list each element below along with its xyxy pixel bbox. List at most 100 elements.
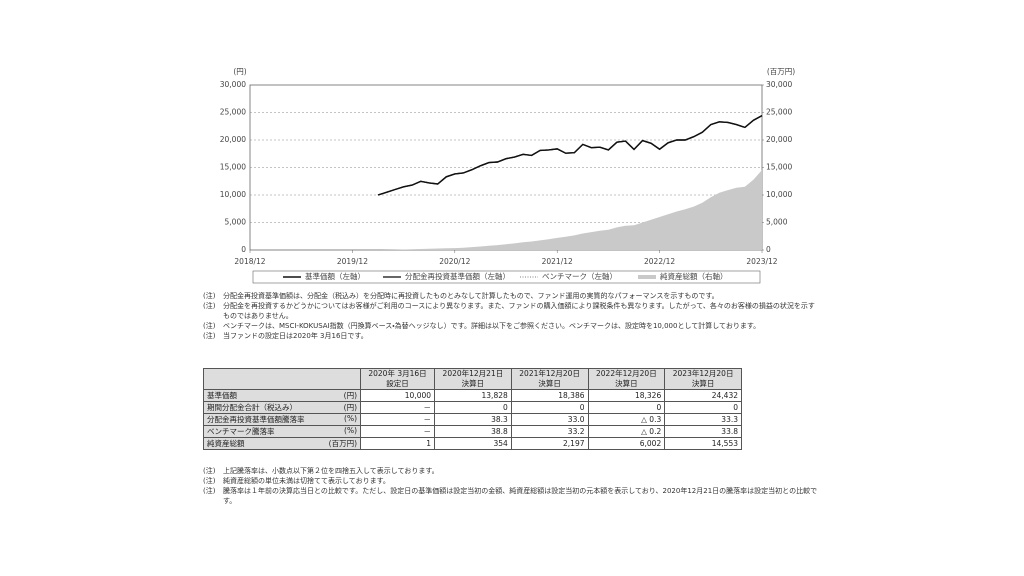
y-tick-label: 25,000 (220, 108, 246, 117)
y-tick-label: 20,000 (220, 135, 246, 144)
column-date: 2022年12月20日 (596, 369, 657, 378)
column-header: 2020年12月21日 決算日 (434, 368, 512, 390)
table-row: 純資産総額 (百万円) 1 354 2,197 6,002 14,553 (203, 437, 742, 450)
table-cell: 10,000 (359, 389, 436, 402)
table-cell: 33.0 (510, 413, 589, 426)
table-cell: 38.3 (434, 413, 512, 426)
note: (注) 分配金再投資基準価額は、分配金（税込み）を分配時に再投資したものとみなして… (203, 291, 821, 301)
table-cell: 2,197 (510, 437, 589, 450)
note: (注) 上記騰落率は、小数点以下第２位を四捨五入して表示しております。 (203, 466, 821, 476)
table-cell: 0 (587, 401, 666, 414)
row-unit: (%) (344, 414, 357, 423)
row-unit: (百万円) (328, 439, 357, 448)
column-kind: 設定日 (386, 379, 409, 388)
column-date: 2021年12月20日 (519, 369, 580, 378)
table-cell: △ 0.3 (587, 413, 666, 426)
legend-box (252, 270, 761, 284)
table-cell: 33.3 (664, 413, 742, 426)
y2-tick-label: 0 (766, 245, 771, 254)
table-row: 期間分配金合計（税込み） (円) － 0 0 0 0 (203, 401, 742, 414)
table-row: ベンチマーク騰落率 (%) － 38.8 33.2 △ 0.2 33.8 (203, 425, 742, 438)
note-text: 騰落率は１年前の決算応当日との比較です。ただし、設定日の基準価額は設定当初の金額… (223, 487, 818, 505)
legend-label: 基準価額（左軸） (305, 271, 365, 281)
y2-tick-label: 25,000 (766, 108, 792, 117)
row-label: ベンチマーク騰落率 (%) (203, 425, 361, 438)
y2-tick-label: 15,000 (766, 163, 792, 172)
table-cell: 0 (664, 401, 742, 414)
column-kind: 決算日 (538, 379, 561, 388)
y2-tick-label: 30,000 (766, 80, 792, 89)
notes: (注) 分配金再投資基準価額は、分配金（税込み）を分配時に再投資したものとみなして… (203, 291, 821, 341)
table-row: 基準価額 (円) 10,000 13,828 18,386 18,326 24,432 (203, 389, 742, 402)
y-tick-label: 5,000 (225, 218, 247, 227)
table-cell: 6,002 (587, 437, 666, 450)
row-name: ベンチマーク騰落率 (207, 427, 275, 436)
y2-tick-label: 20,000 (766, 135, 792, 144)
note-mark: (注) (203, 467, 216, 475)
note-mark: (注) (203, 302, 216, 310)
row-name: 基準価額 (207, 391, 237, 400)
x-tick-label: 2019/12 (337, 257, 368, 266)
table-cell: 13,828 (434, 389, 512, 402)
column-date: 2023年12月20日 (672, 369, 734, 378)
table-cell: 33.8 (664, 425, 742, 438)
left-unit: (円) (233, 67, 246, 76)
note-text: 純資産総額の単位未満は切捨てて表示しております。 (223, 477, 390, 485)
table-cell: △ 0.2 (587, 425, 666, 438)
y2-tick-label: 5,000 (766, 218, 788, 227)
column-header: 2022年12月20日 決算日 (587, 368, 666, 390)
y-tick-label: 30,000 (220, 80, 246, 89)
table-cell: 354 (434, 437, 512, 450)
note-text: 分配金再投資基準価額は、分配金（税込み）を分配時に再投資したものとみなして計算し… (223, 292, 719, 300)
column-header: 2020年 3月16日 設定日 (359, 368, 436, 390)
note-text: 上記騰落率は、小数点以下第２位を四捨五入して表示しております。 (223, 467, 439, 475)
row-name: 期間分配金合計（税込み） (207, 403, 297, 412)
table-cell: 38.8 (434, 425, 512, 438)
chart: (円) (百万円) 0 5,000 10,000 15,000 20,000 25,000… (220, 67, 795, 284)
column-kind: 決算日 (691, 379, 715, 388)
x-tick-label: 2023/12 (746, 257, 777, 266)
row-label: 期間分配金合計（税込み） (円) (203, 401, 361, 414)
legend-label: 純資産総額（右軸） (660, 271, 728, 281)
column-header: 2023年12月20日 決算日 (664, 368, 742, 390)
right-unit: (百万円) (767, 67, 795, 76)
line (377, 114, 763, 196)
note-mark: (注) (203, 477, 216, 485)
column-kind: 決算日 (615, 379, 638, 388)
row-name: 純資産総額 (207, 439, 245, 448)
table-cell: 24,432 (664, 389, 742, 402)
y-tick-label: 0 (241, 245, 246, 254)
row-label: 純資産総額 (百万円) (203, 437, 361, 450)
note-text: 当ファンドの設定日は2020年 3月16日です。 (223, 332, 368, 340)
table-row: 分配金再投資基準価額騰落率 (%) － 38.3 33.0 △ 0.3 33.3 (203, 413, 742, 426)
note: (注) 分配金を再投資するかどうかについてはお客様がご利用のコースにより異なります… (203, 301, 821, 321)
x-tick-label: 2022/12 (644, 257, 675, 266)
y-tick-label: 15,000 (220, 163, 246, 172)
data-table: 2020年 3月16日 設定日 2020年12月21日 決算日 2021年12月20日決… (203, 368, 742, 450)
table-cell: 0 (434, 401, 512, 414)
note-mark: (注) (203, 322, 216, 330)
table-cell: － (359, 401, 436, 414)
note-mark: (注) (203, 292, 216, 300)
table-cell: 0 (510, 401, 589, 414)
x-tick-label: 2021/12 (542, 257, 573, 266)
x-tick-label: 2018/12 (234, 257, 265, 266)
y2-tick-label: 10,000 (766, 190, 792, 199)
legend-label: ベンチマーク（左軸） (542, 271, 617, 281)
corner-cell (203, 368, 361, 390)
table-cell: 18,386 (510, 389, 589, 402)
note-text: ベンチマークは、MSCI-KOKUSAI指数（円換算ベース・為替ヘッジなし）です… (223, 322, 761, 330)
table-cell: 18,326 (587, 389, 666, 402)
note: (注) 純資産総額の単位未満は切捨てて表示しております。 (203, 476, 821, 486)
legend-swatch (638, 275, 656, 279)
column-kind: 決算日 (461, 379, 485, 388)
row-unit: (円) (343, 403, 357, 412)
column-date: 2020年 3月16日 (368, 369, 427, 378)
table-cell: － (359, 425, 436, 438)
table-cell: － (359, 413, 436, 426)
row-label: 分配金再投資基準価額騰落率 (%) (203, 413, 361, 426)
note-text: 分配金を再投資するかどうかについてはお客様がご利用のコースにより異なります。また… (223, 302, 815, 320)
row-unit: (円) (343, 391, 357, 400)
row-name: 分配金再投資基準価額騰落率 (207, 415, 305, 424)
